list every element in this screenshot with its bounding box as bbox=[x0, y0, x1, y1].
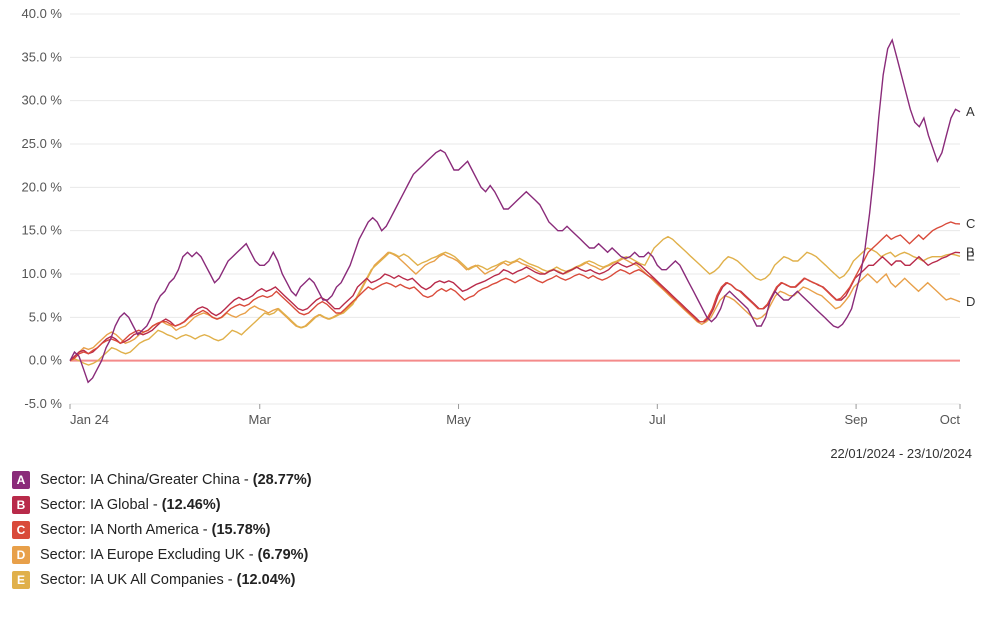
series-B bbox=[70, 252, 960, 360]
legend-swatch: C bbox=[12, 521, 30, 539]
legend-swatch: D bbox=[12, 546, 30, 564]
x-tick-label: Mar bbox=[249, 412, 272, 427]
x-tick-label: Jan 24 bbox=[70, 412, 109, 427]
y-tick-label: 40.0 % bbox=[22, 6, 63, 21]
legend-label: Sector: IA North America - (15.78%) bbox=[40, 522, 271, 538]
y-tick-label: 35.0 % bbox=[22, 49, 63, 64]
series-A bbox=[70, 40, 960, 382]
legend-row: C Sector: IA North America - (15.78%) bbox=[12, 521, 990, 539]
x-tick-label: Oct bbox=[940, 412, 961, 427]
series-end-label-D: D bbox=[966, 294, 975, 309]
legend-label: Sector: IA China/Greater China - (28.77%… bbox=[40, 472, 312, 488]
legend-swatch: E bbox=[12, 571, 30, 589]
y-tick-label: 25.0 % bbox=[22, 136, 63, 151]
y-tick-label: 0.0 % bbox=[29, 353, 63, 368]
legend-label: Sector: IA Global - (12.46%) bbox=[40, 497, 221, 513]
series-end-label-E: E bbox=[966, 248, 975, 263]
legend-swatch: A bbox=[12, 471, 30, 489]
legend-row: B Sector: IA Global - (12.46%) bbox=[12, 496, 990, 514]
legend-row: A Sector: IA China/Greater China - (28.77… bbox=[12, 471, 990, 489]
series-C bbox=[70, 222, 960, 361]
chart-legend: A Sector: IA China/Greater China - (28.77… bbox=[10, 471, 990, 589]
legend-row: D Sector: IA Europe Excluding UK - (6.79%… bbox=[12, 546, 990, 564]
performance-chart: -5.0 % 0.0 % 5.0 % 10.0 % 15.0 % 20.0 % 25.0 %… bbox=[10, 4, 990, 444]
y-tick-label: -5.0 % bbox=[24, 396, 62, 411]
series-end-label-A: A bbox=[966, 104, 975, 119]
date-range: 22/01/2024 - 23/10/2024 bbox=[10, 446, 990, 461]
x-tick-label: Jul bbox=[649, 412, 666, 427]
series-D bbox=[70, 252, 960, 360]
y-tick-label: 20.0 % bbox=[22, 179, 63, 194]
chart-svg: -5.0 % 0.0 % 5.0 % 10.0 % 15.0 % 20.0 % 25.0 %… bbox=[10, 4, 990, 444]
y-tick-label: 5.0 % bbox=[29, 309, 63, 324]
y-tick-label: 10.0 % bbox=[22, 266, 63, 281]
x-tick-label: May bbox=[446, 412, 471, 427]
series-end-label-C: C bbox=[966, 216, 975, 231]
legend-label: Sector: IA Europe Excluding UK - (6.79%) bbox=[40, 547, 308, 563]
y-tick-label: 15.0 % bbox=[22, 223, 63, 238]
legend-label: Sector: IA UK All Companies - (12.04%) bbox=[40, 572, 295, 588]
legend-swatch: B bbox=[12, 496, 30, 514]
x-tick-label: Sep bbox=[845, 412, 868, 427]
legend-row: E Sector: IA UK All Companies - (12.04%) bbox=[12, 571, 990, 589]
y-tick-label: 30.0 % bbox=[22, 93, 63, 108]
